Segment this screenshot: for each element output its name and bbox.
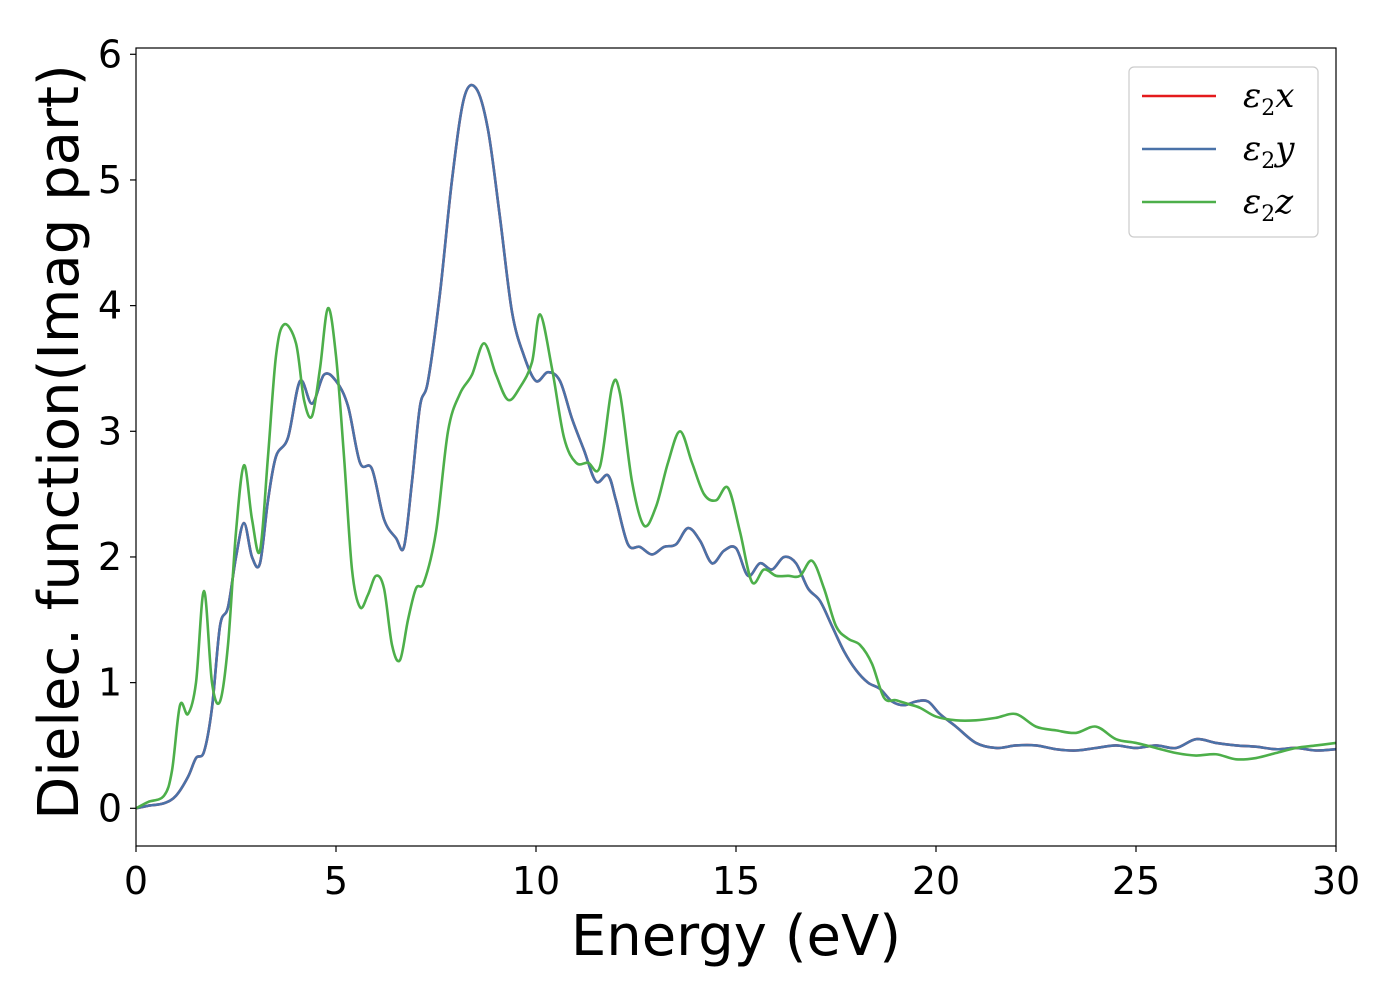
plot-lines	[136, 83, 1336, 810]
y-tick-label: 6	[98, 32, 122, 76]
legend-label-3: ε2z	[1243, 182, 1294, 227]
y-tick-label: 2	[98, 535, 122, 579]
x-axis-ticks: 0 5 10 15 20 25 30	[124, 846, 1360, 903]
y-tick-label: 3	[98, 409, 122, 453]
x-tick-label: 0	[124, 859, 148, 903]
x-tick-label: 30	[1312, 859, 1360, 903]
series-line-3	[136, 306, 1336, 810]
y-tick-label: 1	[98, 661, 122, 705]
y-tick-label: 5	[98, 158, 122, 202]
y-axis-ticks: 0 1 2 3 4 5 6	[98, 32, 136, 830]
series-line-2	[136, 83, 1336, 810]
x-tick-label: 5	[324, 859, 348, 903]
x-tick-label: 20	[912, 859, 960, 903]
legend-box	[1128, 66, 1319, 238]
x-tick-label: 25	[1112, 859, 1160, 903]
x-axis-title: Energy (eV)	[571, 904, 901, 969]
y-tick-label: 4	[98, 284, 122, 328]
x-tick-label: 10	[512, 859, 560, 903]
y-tick-label: 0	[98, 786, 122, 830]
y-axis-title: Dielec. function(Imag part)	[27, 64, 92, 820]
legend: ε2x ε2y ε2z	[1128, 66, 1319, 238]
x-tick-label: 15	[712, 859, 760, 903]
legend-label-2: ε2y	[1243, 129, 1295, 174]
legend-label-1: ε2x	[1243, 76, 1294, 121]
